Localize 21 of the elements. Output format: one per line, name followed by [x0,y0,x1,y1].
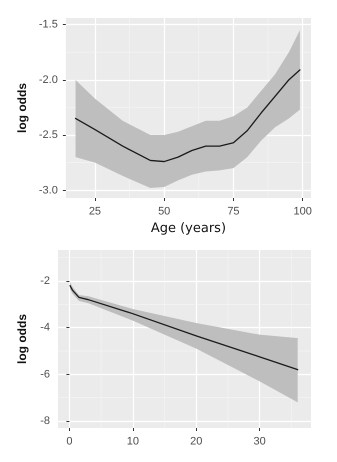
y-tick-label: -1.5 [38,18,58,31]
y-axis-title: log odds [15,314,29,364]
y-tick-label: -3.0 [38,184,58,196]
x-tick-label: 100 [294,206,312,218]
x-tick-label: 50 [158,206,170,218]
line-series [74,69,301,162]
x-tick-label: 0 [66,436,72,448]
x-tick-label: 10 [126,436,139,448]
y-tick-label: -8 [40,415,50,427]
x-axis-title: Age (years) [150,221,226,236]
y-tick-label: -6 [40,368,50,380]
x-tick-label: 25 [88,206,102,218]
y-tick-label: -4 [40,322,50,334]
y-axis-title: log odds [15,82,29,133]
x-tick-label: 30 [254,436,266,448]
y-tick-label: -2.0 [38,74,58,86]
line-series [69,285,298,370]
x-tick-label: 75 [227,206,240,218]
y-tick-label: -2 [40,275,50,288]
y-tick-label: -2.5 [38,129,58,142]
x-tick-label: 20 [190,436,202,448]
